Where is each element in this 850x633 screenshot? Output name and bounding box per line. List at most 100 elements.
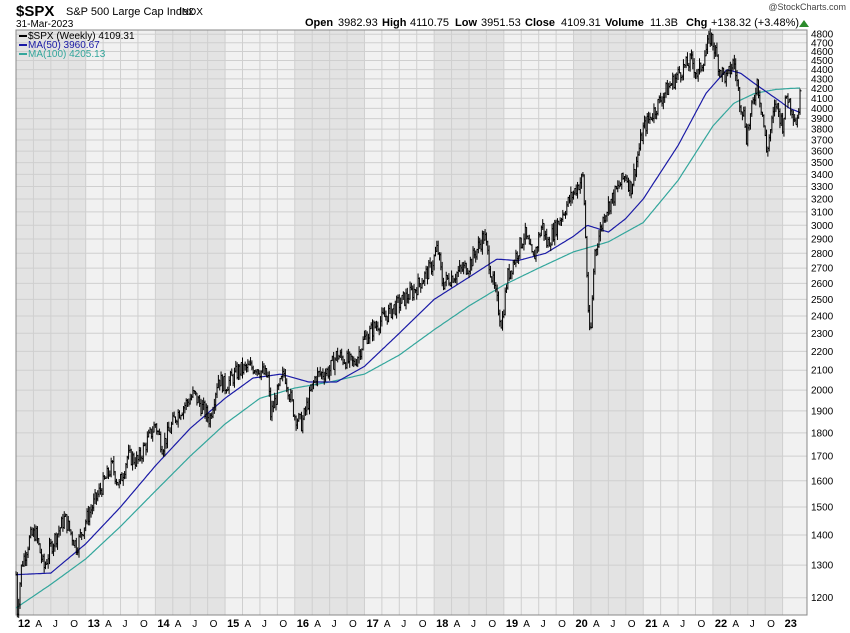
x-tick-label: 15 bbox=[227, 618, 239, 630]
x-tick-label: 16 bbox=[297, 618, 309, 630]
x-tick-label: 23 bbox=[785, 618, 797, 630]
y-tick-label: 1600 bbox=[811, 476, 834, 487]
x-tick-label: A bbox=[244, 619, 251, 630]
y-tick-label: 3900 bbox=[811, 114, 834, 125]
x-tick-label: 21 bbox=[645, 618, 657, 630]
ma100-series bbox=[15, 87, 801, 609]
x-tick-label: O bbox=[767, 619, 775, 630]
up-arrow-icon bbox=[799, 20, 809, 27]
x-tick-label: J bbox=[610, 619, 615, 630]
y-tick-label: 4100 bbox=[811, 94, 834, 105]
x-tick-label: O bbox=[70, 619, 78, 630]
y-axis-labels: 1200 1300 1400 1500 1600 1700 1800 1900 2000 2100… bbox=[811, 30, 834, 604]
x-axis-labels: 12 A J O 13 A J O 14 A J O 15 A J O 16 A J O 17 A J O 18 A J O 19 A J O… bbox=[18, 618, 797, 630]
y-tick-label: 1500 bbox=[811, 502, 834, 513]
x-tick-label: O bbox=[349, 619, 357, 630]
y-tick-label: 3200 bbox=[811, 195, 834, 206]
x-tick-label: J bbox=[123, 619, 128, 630]
legend-price: $SPX (Weekly) 4109.31 bbox=[28, 31, 135, 42]
y-tick-label: 2600 bbox=[811, 279, 834, 290]
y-tick-label: 1300 bbox=[811, 561, 834, 572]
y-tick-label: 3100 bbox=[811, 207, 834, 218]
x-tick-label: O bbox=[279, 619, 287, 630]
high-label: High bbox=[382, 17, 407, 29]
x-tick-label: O bbox=[628, 619, 636, 630]
low-value: 3951.53 bbox=[481, 17, 521, 29]
y-tick-label: 4300 bbox=[811, 74, 834, 85]
x-tick-label: A bbox=[454, 619, 461, 630]
year-band bbox=[782, 30, 807, 615]
y-tick-label: 4400 bbox=[811, 65, 834, 76]
ohlc-readout: Open 3982.93 High 4110.75 Low 3951.53 Cl… bbox=[305, 17, 799, 29]
y-tick-label: 2700 bbox=[811, 264, 834, 275]
x-tick-label: O bbox=[419, 619, 427, 630]
y-tick-label: 3600 bbox=[811, 147, 834, 158]
watermark: @StockCharts.com bbox=[768, 2, 846, 12]
x-tick-label: O bbox=[140, 619, 148, 630]
x-tick-label: A bbox=[732, 619, 739, 630]
y-tick-label: 2000 bbox=[811, 386, 834, 397]
plot-frame bbox=[15, 29, 808, 616]
volume-value: 11.3B bbox=[650, 17, 678, 29]
x-tick-label: J bbox=[680, 619, 685, 630]
y-tick-label: 1800 bbox=[811, 428, 834, 439]
y-tick-label: 3300 bbox=[811, 182, 834, 193]
x-tick-label: A bbox=[314, 619, 321, 630]
ma50-line bbox=[15, 69, 801, 576]
open-label: Open bbox=[305, 17, 333, 29]
x-tick-label: 18 bbox=[436, 618, 448, 630]
high-value: 4110.75 bbox=[410, 17, 449, 29]
x-tick-label: A bbox=[35, 619, 42, 630]
y-tick-label: 4600 bbox=[811, 47, 834, 58]
x-tick-label: A bbox=[105, 619, 112, 630]
x-tick-label: 13 bbox=[88, 618, 100, 630]
x-tick-label: J bbox=[750, 619, 755, 630]
open-value: 3982.93 bbox=[338, 17, 378, 29]
legend-ma50: MA(50) 3960.67 bbox=[28, 40, 100, 51]
index-name: S&P 500 Large Cap Index bbox=[66, 6, 194, 18]
chart-date: 31-Mar-2023 bbox=[16, 19, 74, 30]
y-tick-label: 4200 bbox=[811, 84, 834, 95]
y-tick-label: 2100 bbox=[811, 366, 834, 377]
close-label: Close bbox=[525, 17, 555, 29]
x-tick-label: J bbox=[262, 619, 267, 630]
x-tick-label: J bbox=[192, 619, 197, 630]
y-tick-label: 1400 bbox=[811, 531, 834, 542]
y-tick-label: 2800 bbox=[811, 249, 834, 260]
x-tick-label: O bbox=[488, 619, 496, 630]
y-tick-label: 2500 bbox=[811, 295, 834, 306]
symbol-label: $SPX bbox=[16, 3, 54, 20]
x-tick-label: 14 bbox=[157, 618, 170, 630]
x-tick-label: 22 bbox=[715, 618, 727, 630]
chg-value: +138.32 (+3.48%) bbox=[711, 17, 799, 29]
year-bands bbox=[16, 30, 807, 615]
x-tick-label: O bbox=[697, 619, 705, 630]
y-tick-label: 4700 bbox=[811, 38, 834, 49]
y-tick-label: 4800 bbox=[811, 30, 834, 41]
y-tick-label: 2400 bbox=[811, 311, 834, 322]
chg-label: Chg bbox=[686, 17, 707, 29]
ma50-series bbox=[15, 69, 801, 576]
y-tick-label: 3500 bbox=[811, 158, 834, 169]
y-tick-label: 4000 bbox=[811, 104, 834, 115]
x-tick-label: O bbox=[210, 619, 218, 630]
y-tick-label: 1900 bbox=[811, 406, 834, 417]
y-tick-label: 2900 bbox=[811, 235, 834, 246]
x-tick-label: J bbox=[332, 619, 337, 630]
x-tick-label: J bbox=[401, 619, 406, 630]
price-bar bbox=[799, 88, 802, 115]
close-value: 4109.31 bbox=[561, 17, 601, 29]
x-tick-label: A bbox=[663, 619, 670, 630]
y-tick-label: 3000 bbox=[811, 221, 834, 232]
y-tick-label: 1700 bbox=[811, 452, 834, 463]
x-tick-label: O bbox=[558, 619, 566, 630]
y-tick-label: 4500 bbox=[811, 56, 834, 67]
x-tick-label: J bbox=[471, 619, 476, 630]
x-tick-label: 12 bbox=[18, 618, 30, 630]
low-label: Low bbox=[455, 17, 477, 29]
ma100-line bbox=[15, 87, 801, 609]
x-tick-label: J bbox=[541, 619, 546, 630]
y-tick-label: 3800 bbox=[811, 125, 834, 136]
legend: $SPX (Weekly) 4109.31 MA(50) 3960.67 MA(… bbox=[19, 31, 135, 60]
y-tick-label: 2300 bbox=[811, 329, 834, 340]
